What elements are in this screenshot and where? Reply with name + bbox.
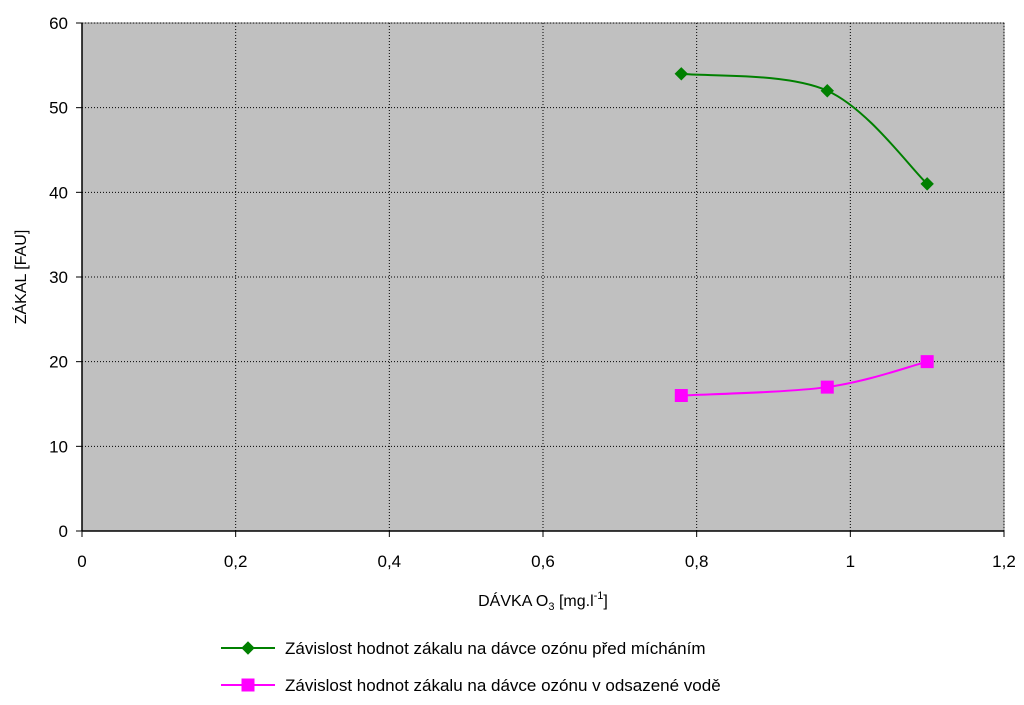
x-axis-title-superscript: -1	[594, 590, 604, 602]
series-1-point	[674, 67, 689, 81]
x-tick-label: 1	[846, 552, 855, 571]
legend-marker-series-1	[241, 641, 255, 655]
x-axis-title-close: ]	[603, 593, 607, 610]
y-tick-label: 40	[49, 183, 68, 202]
legend-item-series-1: Závislost hodnot zákalu na dávce ozónu p…	[221, 639, 706, 658]
series-2	[674, 355, 934, 403]
x-tick-label: 0	[77, 552, 86, 571]
x-axis-title-bracket: [mg.l	[555, 593, 594, 610]
x-ticks: 0 0,2 0,4 0,6 0,8 1 1,2	[77, 531, 1016, 571]
x-axis-title-subscript: 3	[548, 601, 554, 613]
x-tick-label: 0,4	[378, 552, 402, 571]
series-1-point	[920, 177, 934, 191]
y-tick-label: 0	[59, 522, 68, 541]
legend: Závislost hodnot zákalu na dávce ozónu p…	[221, 639, 721, 695]
x-tick-label: 0,2	[224, 552, 248, 571]
series-1-point	[820, 84, 834, 98]
y-tick-label: 30	[49, 268, 68, 287]
series-2-point	[820, 380, 834, 394]
x-tick-label: 1,2	[992, 552, 1016, 571]
legend-item-series-2: Závislost hodnot zákalu na dávce ozónu v…	[221, 676, 721, 695]
legend-label-series-2: Závislost hodnot zákalu na dávce ozónu v…	[285, 676, 721, 695]
x-tick-label: 0,8	[685, 552, 709, 571]
y-axis-title: ZÁKAL [FAU]	[11, 230, 30, 325]
y-ticks: 0 10 20 30 40 50 60	[49, 14, 82, 541]
y-tick-label: 20	[49, 353, 68, 372]
legend-label-series-1: Závislost hodnot zákalu na dávce ozónu p…	[285, 639, 706, 658]
legend-marker-series-2	[241, 678, 255, 692]
series-2-point	[674, 389, 688, 403]
x-axis-title-main: DÁVKA O	[478, 591, 548, 610]
series-1	[674, 67, 934, 191]
series-layer	[674, 67, 934, 403]
y-tick-label: 50	[49, 99, 68, 118]
grid	[82, 22, 1005, 531]
x-tick-label: 0,6	[531, 552, 555, 571]
series-2-point	[920, 355, 934, 369]
y-tick-label: 10	[49, 437, 68, 456]
y-tick-label: 60	[49, 14, 68, 33]
x-axis-title: DÁVKA O3 [mg.l-1]	[478, 590, 608, 613]
